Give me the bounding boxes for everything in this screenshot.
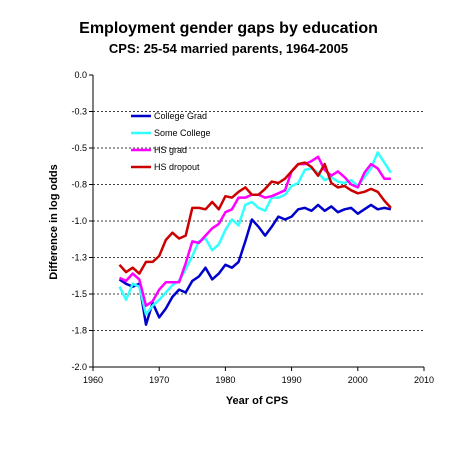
x-tick-label: 1990: [282, 375, 302, 385]
x-tick-label: 2000: [348, 375, 368, 385]
gridlines: [93, 111, 424, 331]
series-line-hs-grad: [118, 155, 391, 307]
y-tick-label: -1.8: [71, 326, 87, 336]
x-axis-title: Year of CPS: [226, 395, 288, 407]
series-line-hs-dropout: [118, 161, 392, 275]
x-axis-ticks: 1960 1970 1980 1990 2000 2010: [83, 367, 434, 385]
x-tick-label: 1970: [149, 375, 169, 385]
y-tick-label: -0.8: [71, 180, 87, 190]
x-tick-label: 1980: [215, 375, 235, 385]
chart-subtitle: CPS: 25-54 married parents, 1964-2005: [108, 41, 349, 56]
legend: College Grad Some College HS grad HS dropou…: [131, 111, 211, 172]
legend-label-hs-dropout: HS dropout: [154, 162, 200, 172]
y-tick-label: -1.3: [71, 253, 87, 263]
y-tick-label: -2.0: [71, 362, 87, 372]
series-line-some-college: [118, 151, 392, 316]
y-tick-label: -0.3: [71, 107, 87, 117]
x-tick-label: 2010: [414, 375, 434, 385]
y-tick-label: -0.5: [71, 143, 87, 153]
legend-label-some-college: Some College: [154, 128, 211, 138]
series-lines: [118, 151, 392, 326]
y-tick-label: -1.5: [71, 289, 87, 299]
y-axis-title: Difference in log odds: [48, 164, 60, 280]
y-axis-ticks: 0.0 -0.3 -0.5 -0.8 -1.0 -1.3 -1.5 -1.8 -2.0: [71, 70, 93, 372]
series-line-college-grad: [118, 203, 392, 326]
legend-label-hs-grad: HS grad: [154, 145, 187, 155]
x-tick-label: 1960: [83, 375, 103, 385]
y-tick-label: -1.0: [71, 216, 87, 226]
chart-title: Employment gender gaps by education: [79, 20, 378, 37]
legend-label-college-grad: College Grad: [154, 111, 207, 121]
y-tick-label: 0.0: [74, 70, 87, 80]
